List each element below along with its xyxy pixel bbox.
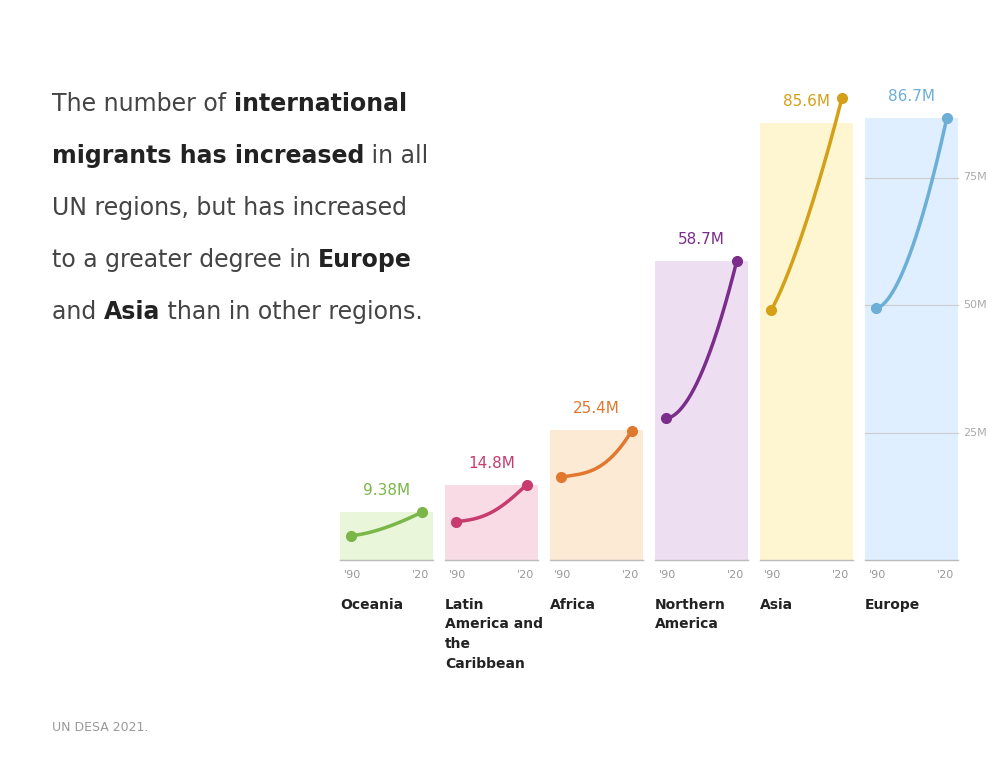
Bar xyxy=(655,261,748,560)
Text: 25M: 25M xyxy=(963,428,987,438)
Text: 58.7M: 58.7M xyxy=(678,232,725,246)
Text: in all: in all xyxy=(364,144,429,168)
Text: Latin
America and
the
Caribbean: Latin America and the Caribbean xyxy=(445,598,543,671)
Text: Asia: Asia xyxy=(760,598,793,612)
Bar xyxy=(550,431,643,560)
Text: UN regions, but has increased: UN regions, but has increased xyxy=(52,196,407,220)
Text: migrants has increased: migrants has increased xyxy=(52,144,364,168)
Text: '90: '90 xyxy=(449,570,466,580)
Text: '20: '20 xyxy=(622,570,639,580)
Text: '20: '20 xyxy=(727,570,744,580)
Text: Oceania: Oceania xyxy=(340,598,403,612)
Text: and: and xyxy=(52,300,104,324)
Text: Asia: Asia xyxy=(104,300,160,324)
Bar xyxy=(760,124,853,560)
Text: 50M: 50M xyxy=(963,300,987,310)
Text: UN DESA 2021.: UN DESA 2021. xyxy=(52,721,148,734)
Text: 75M: 75M xyxy=(963,172,987,182)
Text: '20: '20 xyxy=(517,570,534,580)
Text: The number of: The number of xyxy=(52,92,234,116)
Bar xyxy=(865,118,958,560)
Text: '20: '20 xyxy=(412,570,429,580)
Text: Europe: Europe xyxy=(865,598,920,612)
Text: Northern
America: Northern America xyxy=(655,598,726,631)
Text: '20: '20 xyxy=(937,570,954,580)
Text: 9.38M: 9.38M xyxy=(363,483,410,498)
Text: 85.6M: 85.6M xyxy=(783,94,830,110)
Text: '90: '90 xyxy=(659,570,676,580)
Text: 14.8M: 14.8M xyxy=(468,455,515,470)
Text: 86.7M: 86.7M xyxy=(888,89,935,103)
Text: Europe: Europe xyxy=(318,248,412,272)
Text: Africa: Africa xyxy=(550,598,596,612)
Text: '20: '20 xyxy=(832,570,849,580)
Bar xyxy=(340,512,433,560)
Bar xyxy=(445,485,538,560)
Text: than in other regions.: than in other regions. xyxy=(160,300,423,324)
Text: '90: '90 xyxy=(554,570,571,580)
Text: '90: '90 xyxy=(764,570,781,580)
Text: international: international xyxy=(234,92,407,116)
Text: to a greater degree in: to a greater degree in xyxy=(52,248,318,272)
Text: 25.4M: 25.4M xyxy=(573,401,620,416)
Text: '90: '90 xyxy=(869,570,886,580)
Text: '90: '90 xyxy=(344,570,361,580)
